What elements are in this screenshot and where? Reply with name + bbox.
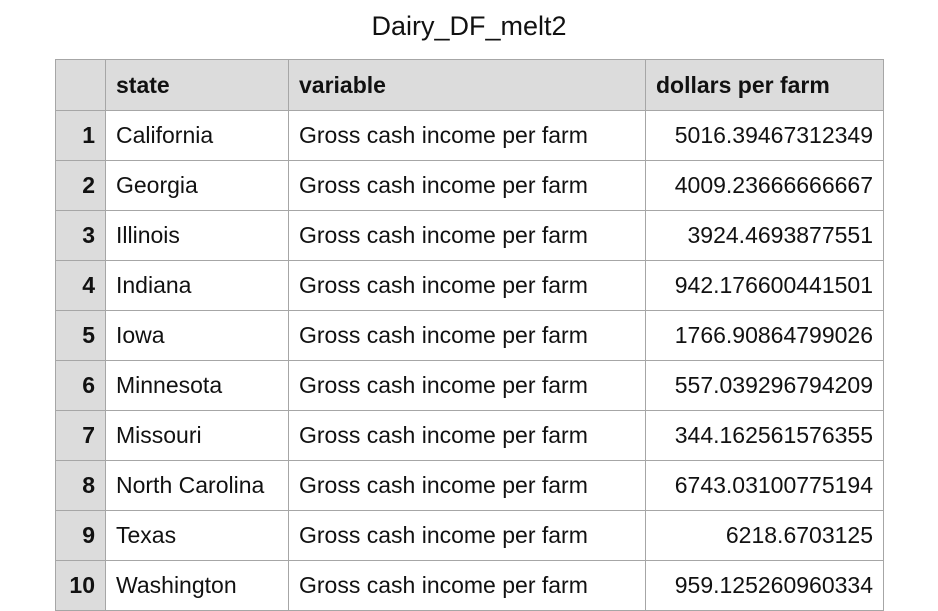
header-row: state variable dollars per farm	[55, 59, 884, 111]
state-cell[interactable]: Indiana	[105, 260, 289, 311]
value-cell[interactable]: 344.162561576355	[645, 410, 884, 461]
value-cell[interactable]: 6743.03100775194	[645, 460, 884, 511]
table-row: 9 Texas Gross cash income per farm 6218.…	[55, 510, 884, 561]
variable-cell[interactable]: Gross cash income per farm	[288, 260, 646, 311]
variable-cell[interactable]: Gross cash income per farm	[288, 410, 646, 461]
value-cell[interactable]: 959.125260960334	[645, 560, 884, 611]
header-variable[interactable]: variable	[288, 59, 646, 111]
state-cell[interactable]: Illinois	[105, 210, 289, 261]
variable-cell[interactable]: Gross cash income per farm	[288, 210, 646, 261]
header-dollars-per-farm[interactable]: dollars per farm	[645, 59, 884, 111]
row-index[interactable]: 2	[55, 160, 106, 211]
variable-cell[interactable]: Gross cash income per farm	[288, 460, 646, 511]
row-index[interactable]: 7	[55, 410, 106, 461]
data-table: state variable dollars per farm 1 Califo…	[55, 59, 884, 611]
state-cell[interactable]: Washington	[105, 560, 289, 611]
variable-cell[interactable]: Gross cash income per farm	[288, 160, 646, 211]
state-cell[interactable]: Minnesota	[105, 360, 289, 411]
value-cell[interactable]: 557.039296794209	[645, 360, 884, 411]
value-cell[interactable]: 4009.23666666667	[645, 160, 884, 211]
state-cell[interactable]: Georgia	[105, 160, 289, 211]
row-index[interactable]: 5	[55, 310, 106, 361]
row-index[interactable]: 10	[55, 560, 106, 611]
row-index[interactable]: 9	[55, 510, 106, 561]
value-cell[interactable]: 5016.39467312349	[645, 110, 884, 161]
value-cell[interactable]: 6218.6703125	[645, 510, 884, 561]
table-row: 3 Illinois Gross cash income per farm 39…	[55, 210, 884, 261]
table-row: 7 Missouri Gross cash income per farm 34…	[55, 410, 884, 461]
table-row: 2 Georgia Gross cash income per farm 400…	[55, 160, 884, 211]
table-row: 5 Iowa Gross cash income per farm 1766.9…	[55, 310, 884, 361]
row-index[interactable]: 4	[55, 260, 106, 311]
state-cell[interactable]: North Carolina	[105, 460, 289, 511]
table-row: 1 California Gross cash income per farm …	[55, 110, 884, 161]
state-cell[interactable]: California	[105, 110, 289, 161]
variable-cell[interactable]: Gross cash income per farm	[288, 510, 646, 561]
header-index[interactable]	[55, 59, 106, 111]
row-index[interactable]: 1	[55, 110, 106, 161]
table-row: 6 Minnesota Gross cash income per farm 5…	[55, 360, 884, 411]
table-title: Dairy_DF_melt2	[371, 11, 567, 41]
table-row: 10 Washington Gross cash income per farm…	[55, 560, 884, 611]
state-cell[interactable]: Iowa	[105, 310, 289, 361]
state-cell[interactable]: Missouri	[105, 410, 289, 461]
table-row: 8 North Carolina Gross cash income per f…	[55, 460, 884, 511]
table-row: 4 Indiana Gross cash income per farm 942…	[55, 260, 884, 311]
row-index[interactable]: 6	[55, 360, 106, 411]
variable-cell[interactable]: Gross cash income per farm	[288, 360, 646, 411]
value-cell[interactable]: 942.176600441501	[645, 260, 884, 311]
row-index[interactable]: 3	[55, 210, 106, 261]
variable-cell[interactable]: Gross cash income per farm	[288, 560, 646, 611]
header-state[interactable]: state	[105, 59, 289, 111]
row-index[interactable]: 8	[55, 460, 106, 511]
state-cell[interactable]: Texas	[105, 510, 289, 561]
variable-cell[interactable]: Gross cash income per farm	[288, 310, 646, 361]
value-cell[interactable]: 1766.90864799026	[645, 310, 884, 361]
value-cell[interactable]: 3924.4693877551	[645, 210, 884, 261]
variable-cell[interactable]: Gross cash income per farm	[288, 110, 646, 161]
